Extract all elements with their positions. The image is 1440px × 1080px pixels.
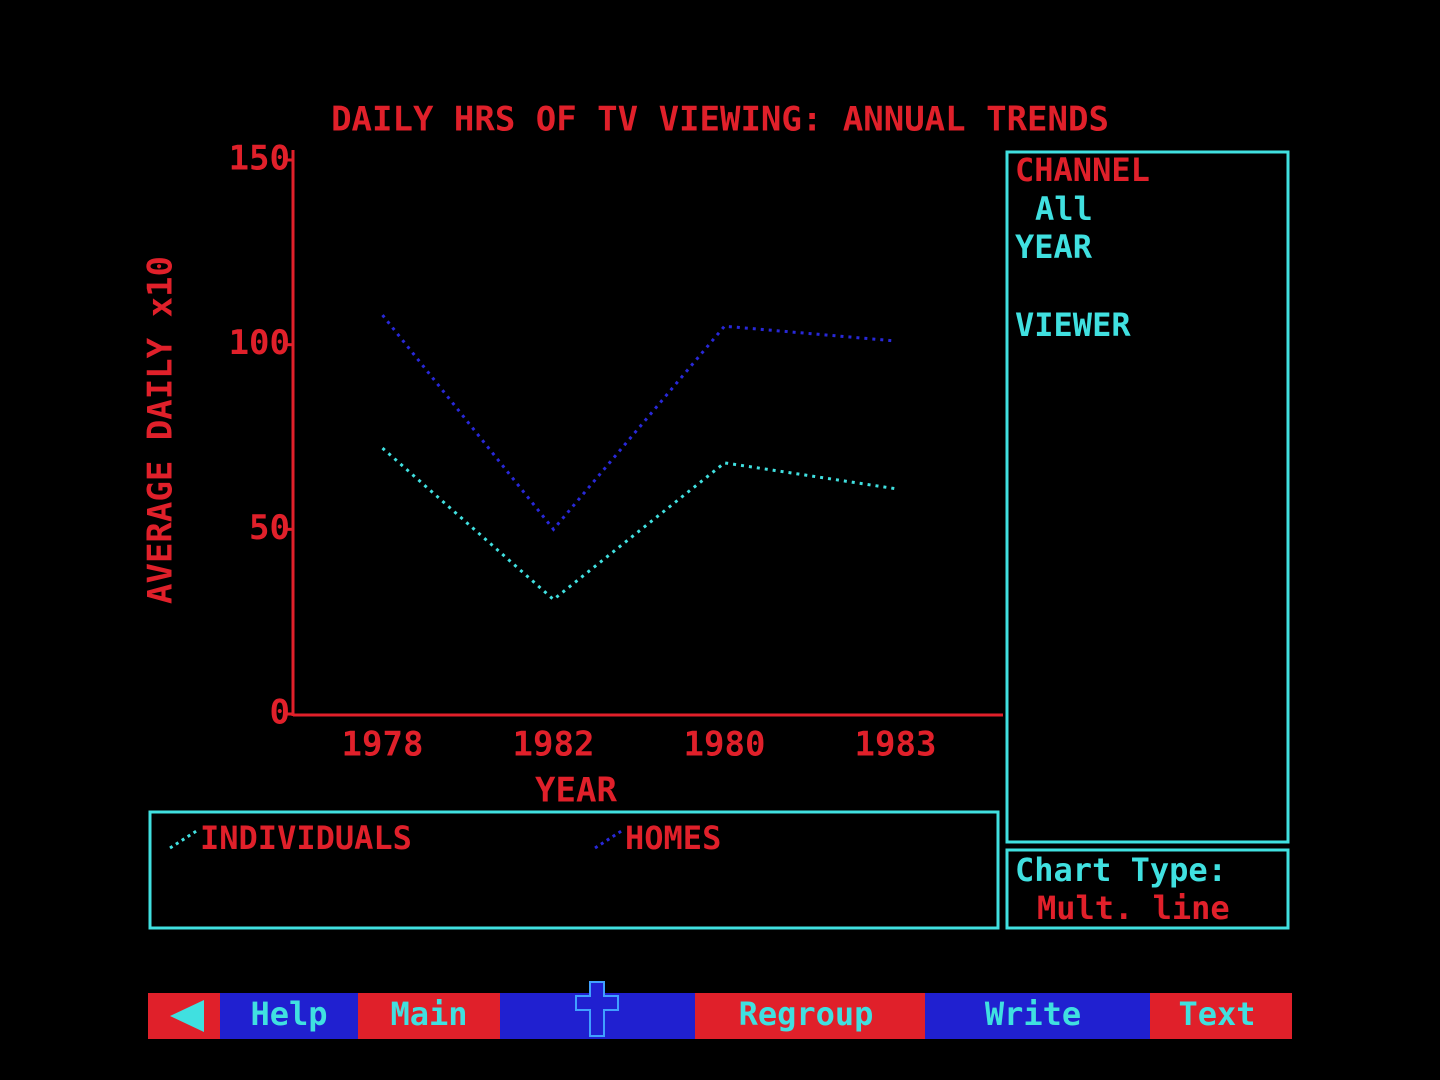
menu-bar — [148, 981, 1292, 1039]
channel-label: CHANNEL — [1015, 151, 1150, 189]
series-line — [381, 314, 896, 532]
help-button[interactable] — [220, 993, 358, 1039]
menu-label: Regroup — [739, 995, 874, 1033]
menu-label: Text — [1178, 995, 1255, 1033]
viewer-label: VIEWER — [1015, 306, 1131, 344]
x-tick-label: 1978 — [342, 725, 424, 765]
x-tick-label: 1982 — [513, 725, 595, 765]
legend-label: HOMES — [625, 819, 721, 857]
x-tick-label: 1980 — [684, 725, 766, 765]
legend-label: INDIVIDUALS — [200, 819, 412, 857]
chart-type-label: Chart Type: — [1015, 851, 1227, 889]
legend-box — [148, 810, 1000, 930]
back-arrow — [170, 1000, 204, 1032]
cross-icon — [575, 981, 619, 1037]
y-tick-label: 150 — [229, 139, 290, 179]
legend-swatch — [594, 828, 624, 850]
y-tick-label: 100 — [229, 323, 290, 363]
chart-type-box — [1005, 848, 1290, 930]
main-button[interactable] — [358, 993, 500, 1039]
series-line — [381, 446, 896, 602]
legend-swatch — [169, 828, 199, 850]
side-panel — [1005, 150, 1290, 844]
chart-title: DAILY HRS OF TV VIEWING: ANNUAL TRENDS — [331, 100, 1109, 140]
text-button[interactable] — [1150, 993, 1292, 1039]
y-axis-label: AVERAGE DAILY x10 — [141, 256, 181, 604]
x-axis-label: YEAR — [535, 771, 617, 811]
menu-label: Main — [390, 995, 467, 1033]
year-label: YEAR — [1015, 228, 1093, 266]
write-button[interactable] — [925, 993, 1150, 1039]
chart-type-value: Mult. line — [1037, 889, 1230, 927]
channel-value: All — [1035, 190, 1093, 228]
y-tick-label: 0 — [270, 693, 290, 733]
y-tick-label: 50 — [249, 508, 290, 548]
x-tick-label: 1983 — [855, 725, 937, 765]
menu-label: Help — [250, 995, 327, 1033]
regroup-button[interactable] — [695, 993, 925, 1039]
menu-label: Write — [985, 995, 1081, 1033]
